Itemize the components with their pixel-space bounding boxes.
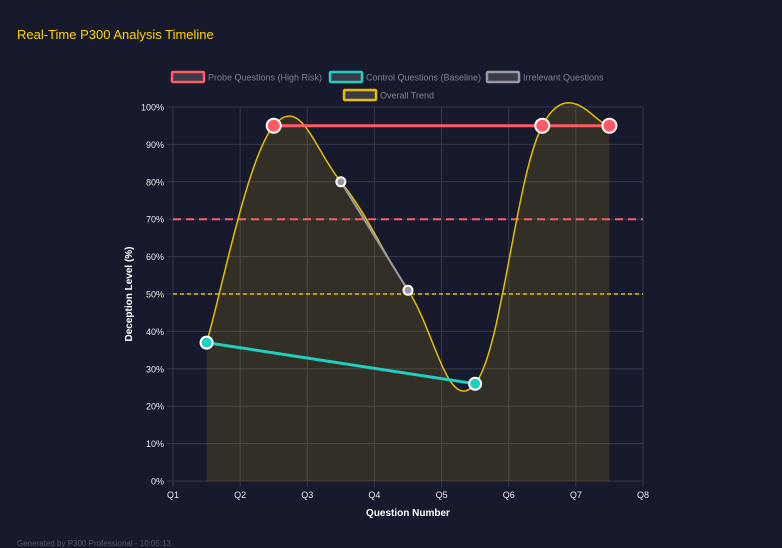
x-axis-title: Question Number xyxy=(366,508,450,519)
y-tick-label: 20% xyxy=(146,402,164,412)
series-line-1 xyxy=(206,341,476,386)
x-tick-label: Q2 xyxy=(234,490,246,500)
y-tick-label: 60% xyxy=(146,252,164,262)
data-point xyxy=(468,376,483,391)
y-axis-title: Deception Level (%) xyxy=(124,246,135,341)
footer-text: Generated by P300 Professional - 10:05:1… xyxy=(17,539,171,548)
legend-swatch xyxy=(342,88,378,102)
y-tick-label: 70% xyxy=(146,215,164,225)
x-tick-label: Q3 xyxy=(301,490,313,500)
legend-swatch xyxy=(328,70,364,84)
data-point xyxy=(402,284,414,296)
x-tick-label: Q8 xyxy=(637,490,649,500)
data-point xyxy=(265,117,282,134)
y-tick-label: 30% xyxy=(146,364,164,374)
y-tick-label: 100% xyxy=(141,103,164,113)
x-tick-label: Q5 xyxy=(436,490,448,500)
y-tick-label: 90% xyxy=(146,140,164,150)
series-line-2 xyxy=(340,181,409,291)
x-tick-label: Q1 xyxy=(167,490,179,500)
x-tick-label: Q7 xyxy=(570,490,582,500)
data-point xyxy=(601,117,618,134)
legend-label: Control Questions (Baseline) xyxy=(366,73,481,83)
legend-swatch xyxy=(170,70,206,84)
legend-swatch xyxy=(485,70,521,84)
chart-title: Real-Time P300 Analysis Timeline xyxy=(17,27,214,42)
y-tick-label: 50% xyxy=(146,290,164,300)
legend-label: Irrelevant Questions xyxy=(523,73,604,83)
data-point xyxy=(534,117,551,134)
x-tick-label: Q6 xyxy=(503,490,515,500)
y-tick-label: 10% xyxy=(146,439,164,449)
x-tick-label: Q4 xyxy=(368,490,380,500)
legend-label: Probe Questions (High Risk) xyxy=(208,73,322,83)
y-tick-label: 80% xyxy=(146,177,164,187)
y-tick-label: 40% xyxy=(146,327,164,337)
data-point xyxy=(199,335,214,350)
legend-label: Overall Trend xyxy=(380,91,434,101)
y-tick-label: 0% xyxy=(151,477,164,487)
data-point xyxy=(335,176,347,188)
